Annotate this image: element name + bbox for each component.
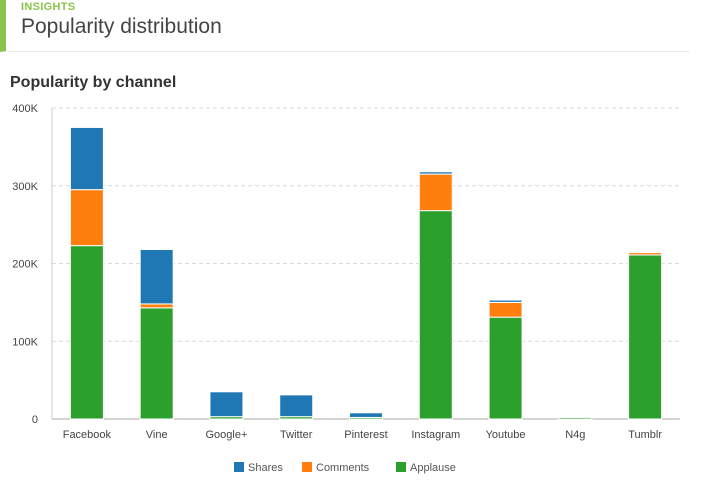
chart-title: Popularity by channel bbox=[10, 74, 177, 91]
bar-shares-youtube[interactable] bbox=[488, 299, 523, 303]
y-tick-label: 100K bbox=[12, 336, 38, 348]
legend-swatch-comments[interactable] bbox=[302, 462, 312, 472]
x-tick-label: Vine bbox=[146, 429, 168, 441]
bar-comments-facebook[interactable] bbox=[69, 189, 104, 247]
page-header: INSIGHTS Popularity distribution bbox=[0, 0, 690, 52]
bar-applause-n4g[interactable] bbox=[558, 416, 593, 420]
x-tick-label: Tumblr bbox=[628, 429, 662, 441]
x-tick-label: N4g bbox=[565, 429, 585, 441]
page-title: Popularity distribution bbox=[21, 15, 222, 38]
y-tick-label: 200K bbox=[12, 259, 38, 271]
legend-label-shares[interactable]: Shares bbox=[248, 462, 283, 474]
y-tick-label: 0 bbox=[32, 414, 38, 426]
bar-shares-vine[interactable] bbox=[139, 249, 174, 305]
legend-swatch-applause[interactable] bbox=[396, 462, 406, 472]
x-tick-label: Twitter bbox=[280, 429, 313, 441]
section-eyebrow: INSIGHTS bbox=[21, 1, 76, 13]
bar-applause-youtube[interactable] bbox=[488, 316, 523, 420]
y-tick-label: 300K bbox=[12, 181, 38, 193]
bar-comments-youtube[interactable] bbox=[488, 301, 523, 318]
bar-applause-instagram[interactable] bbox=[418, 210, 453, 420]
x-tick-label: Facebook bbox=[63, 429, 112, 441]
bar-comments-tumblr[interactable] bbox=[628, 252, 663, 256]
legend-label-applause[interactable]: Applause bbox=[410, 462, 456, 474]
bar-comments-vine[interactable] bbox=[139, 303, 174, 309]
x-tick-label: Pinterest bbox=[344, 429, 387, 441]
bar-shares-twitter[interactable] bbox=[279, 394, 314, 418]
y-tick-label: 400K bbox=[12, 103, 38, 115]
bar-comments-instagram[interactable] bbox=[418, 173, 453, 212]
bar-applause-facebook[interactable] bbox=[69, 245, 104, 420]
bar-shares-google[interactable] bbox=[209, 391, 244, 418]
bar-shares-facebook[interactable] bbox=[69, 126, 104, 191]
bar-applause-tumblr[interactable] bbox=[628, 254, 663, 420]
legend-swatch-shares[interactable] bbox=[234, 462, 244, 472]
bar-shares-pinterest[interactable] bbox=[349, 412, 383, 418]
x-tick-label: Youtube bbox=[486, 429, 526, 441]
x-tick-label: Instagram bbox=[411, 429, 460, 441]
bar-shares-instagram[interactable] bbox=[418, 171, 453, 175]
x-tick-label: Google+ bbox=[205, 429, 247, 441]
legend-label-comments[interactable]: Comments bbox=[316, 462, 370, 474]
bar-applause-vine[interactable] bbox=[139, 307, 174, 420]
